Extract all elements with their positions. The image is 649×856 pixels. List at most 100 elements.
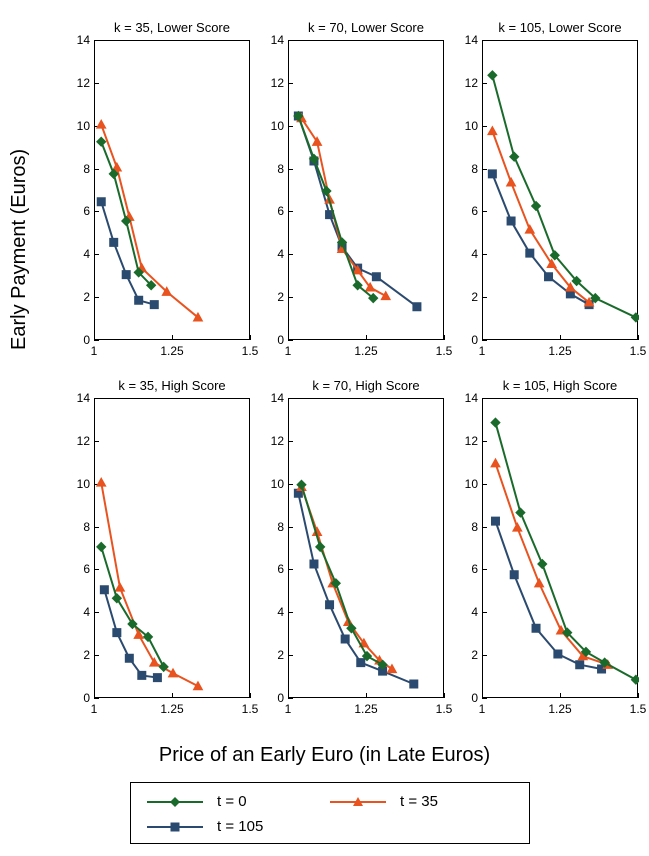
series-line-t0 [101,547,163,667]
ytick-label: 8 [83,520,90,534]
series-line-t0 [101,142,151,286]
series-marker-t105 [153,674,161,682]
ytick-label: 0 [471,691,478,705]
series-marker-t105 [113,629,121,637]
series-marker-t0 [631,313,639,322]
series-marker-t35 [507,178,516,186]
plot-area [482,40,638,340]
ytick-label: 6 [277,562,284,576]
ytick-label: 6 [471,562,478,576]
panel-title: k = 35, High Score [94,378,250,393]
series-marker-t35 [381,292,390,300]
series-line-t105 [495,521,601,669]
series-marker-t105 [554,650,562,658]
series-marker-t35 [525,225,534,233]
ytick-label: 0 [277,333,284,347]
series-marker-t105 [545,273,553,281]
series-marker-t35 [491,459,500,467]
legend-swatch [147,817,203,837]
series-marker-t0 [516,508,525,517]
series-marker-t105 [326,601,334,609]
ytick-label: 4 [83,247,90,261]
panel-title: k = 35, Lower Score [94,20,250,35]
plot-area [482,398,638,698]
ytick-label: 14 [465,33,478,47]
series-line-t105 [492,174,589,305]
series-marker-t0 [97,542,106,551]
ytick-label: 12 [271,76,284,90]
ytick-label: 2 [277,648,284,662]
ytick-label: 4 [471,247,478,261]
xtick-label: 1 [479,344,486,358]
legend-label: t = 0 [217,793,247,810]
series-marker-t0 [491,418,500,427]
ytick-label: 0 [471,333,478,347]
xtick-label: 1.5 [630,344,647,358]
panel-title: k = 105, Lower Score [482,20,638,35]
legend-swatch [147,792,203,812]
ytick-label: 14 [77,391,90,405]
ytick-label: 4 [277,247,284,261]
ytick-label: 12 [271,434,284,448]
ytick-label: 6 [471,204,478,218]
ytick-label: 0 [83,691,90,705]
series-marker-t0 [488,71,497,80]
series-marker-t105 [357,659,365,667]
ytick-label: 10 [77,477,90,491]
legend-item: t = 105 [147,814,330,839]
ytick-label: 2 [83,290,90,304]
series-marker-t35 [150,658,159,666]
series-marker-t105 [135,296,143,304]
series-marker-t105 [410,680,418,688]
legend-item: t = 0 [147,789,330,814]
series-line-t35 [101,483,198,687]
series-marker-t105 [97,198,105,206]
series-marker-t35 [513,523,522,531]
series-line-t35 [495,463,607,664]
ytick-label: 8 [83,162,90,176]
series-marker-t35 [169,669,178,677]
ytick-label: 4 [277,605,284,619]
series-marker-t0 [538,560,547,569]
ytick-label: 8 [277,162,284,176]
xtick-label: 1.25 [160,344,183,358]
series-marker-t0 [631,675,639,684]
ytick-label: 12 [77,76,90,90]
ytick-label: 12 [77,434,90,448]
ytick-label: 2 [83,648,90,662]
series-marker-t105 [310,560,318,568]
series-marker-t35 [193,682,202,690]
series-marker-t105 [341,635,349,643]
series-marker-t105 [110,238,118,246]
legend-item: t = 35 [330,789,513,814]
panel-title: k = 70, Lower Score [288,20,444,35]
xtick-label: 1.5 [630,702,647,716]
legend-swatch [330,792,386,812]
xtick-label: 1 [91,344,98,358]
series-marker-t105 [576,661,584,669]
series-marker-t35 [97,120,106,128]
series-marker-t35 [97,478,106,486]
panel: k = 105, Lower Score0246810121411.251.5 [448,20,638,370]
ytick-label: 4 [83,605,90,619]
xtick-label: 1 [285,344,292,358]
plot-area [94,40,250,340]
ytick-label: 6 [83,562,90,576]
ytick-label: 10 [271,119,284,133]
ytick-label: 14 [271,391,284,405]
panel: k = 35, High Score0246810121411.251.5 [60,378,250,728]
plot-area [288,40,444,340]
x-axis-label: Price of an Early Euro (in Late Euros) [0,744,649,767]
ytick-label: 0 [83,333,90,347]
panel-title: k = 105, High Score [482,378,638,393]
ytick-label: 2 [471,648,478,662]
series-marker-t0 [112,594,121,603]
series-marker-t0 [510,152,519,161]
series-marker-t35 [535,579,544,587]
legend: t = 0 t = 35t = 105 [130,782,530,844]
panel: k = 35, Lower Score0246810121411.251.5 [60,20,250,370]
panel-grid: k = 35, Lower Score0246810121411.251.5k … [60,20,640,728]
series-marker-t0 [97,137,106,146]
ytick-label: 10 [77,119,90,133]
ytick-label: 10 [465,119,478,133]
